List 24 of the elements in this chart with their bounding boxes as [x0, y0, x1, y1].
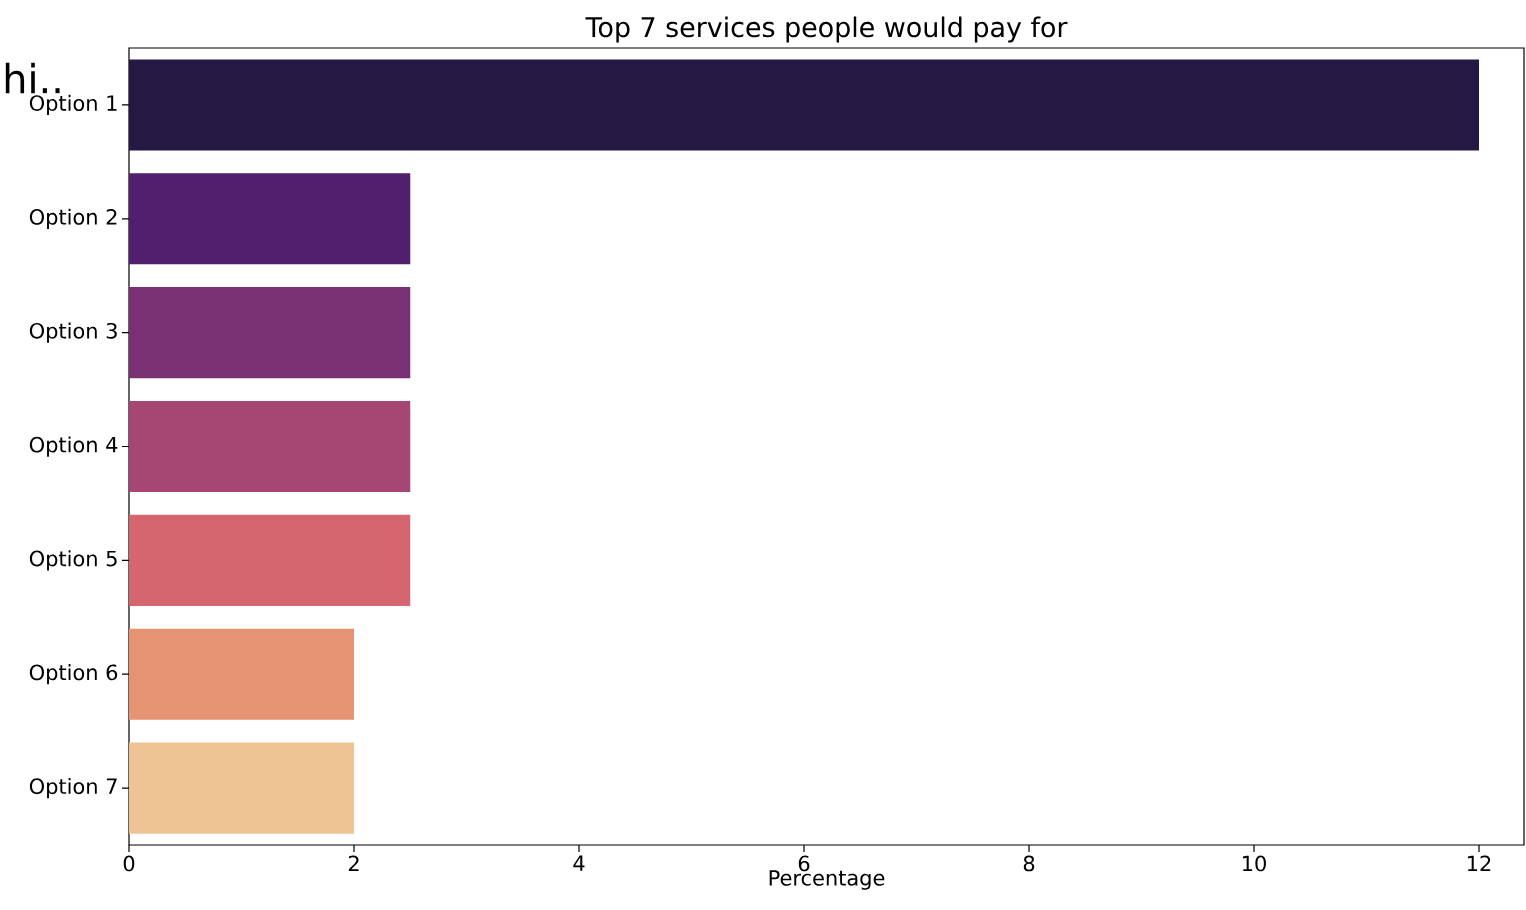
- bar: [129, 742, 354, 834]
- x-tick-label: 0: [123, 855, 135, 872]
- text: hi..: [5, 62, 60, 94]
- chart-title: Top 7 services people would pay for: [585, 16, 1068, 43]
- x-axis-title: Percentage: [769, 870, 885, 890]
- x-tick-label: 6: [798, 855, 810, 872]
- y-tick-label: Option 4: [29, 436, 118, 457]
- x-tick-label: 10: [1242, 855, 1266, 872]
- bar: [129, 173, 411, 265]
- y-tick-label: Option 7: [29, 777, 117, 799]
- y-tick-label: Option 1: [29, 94, 117, 116]
- y-tick-label: Option 6: [29, 664, 118, 685]
- bar: [129, 514, 411, 606]
- x-tick-label: 8: [1023, 855, 1035, 872]
- y-tick-label: Option 2: [29, 208, 117, 229]
- y-tick-label: Option 5: [29, 550, 117, 571]
- y-tick-label: Option 3: [29, 322, 117, 343]
- x-tick-label: 2: [348, 855, 359, 872]
- x-tick-label: 12: [1467, 855, 1491, 872]
- bar: [129, 628, 354, 720]
- bar: [129, 287, 411, 379]
- x-tick-label: 4: [573, 855, 585, 871]
- bar: [129, 59, 1480, 151]
- bar: [129, 400, 411, 493]
